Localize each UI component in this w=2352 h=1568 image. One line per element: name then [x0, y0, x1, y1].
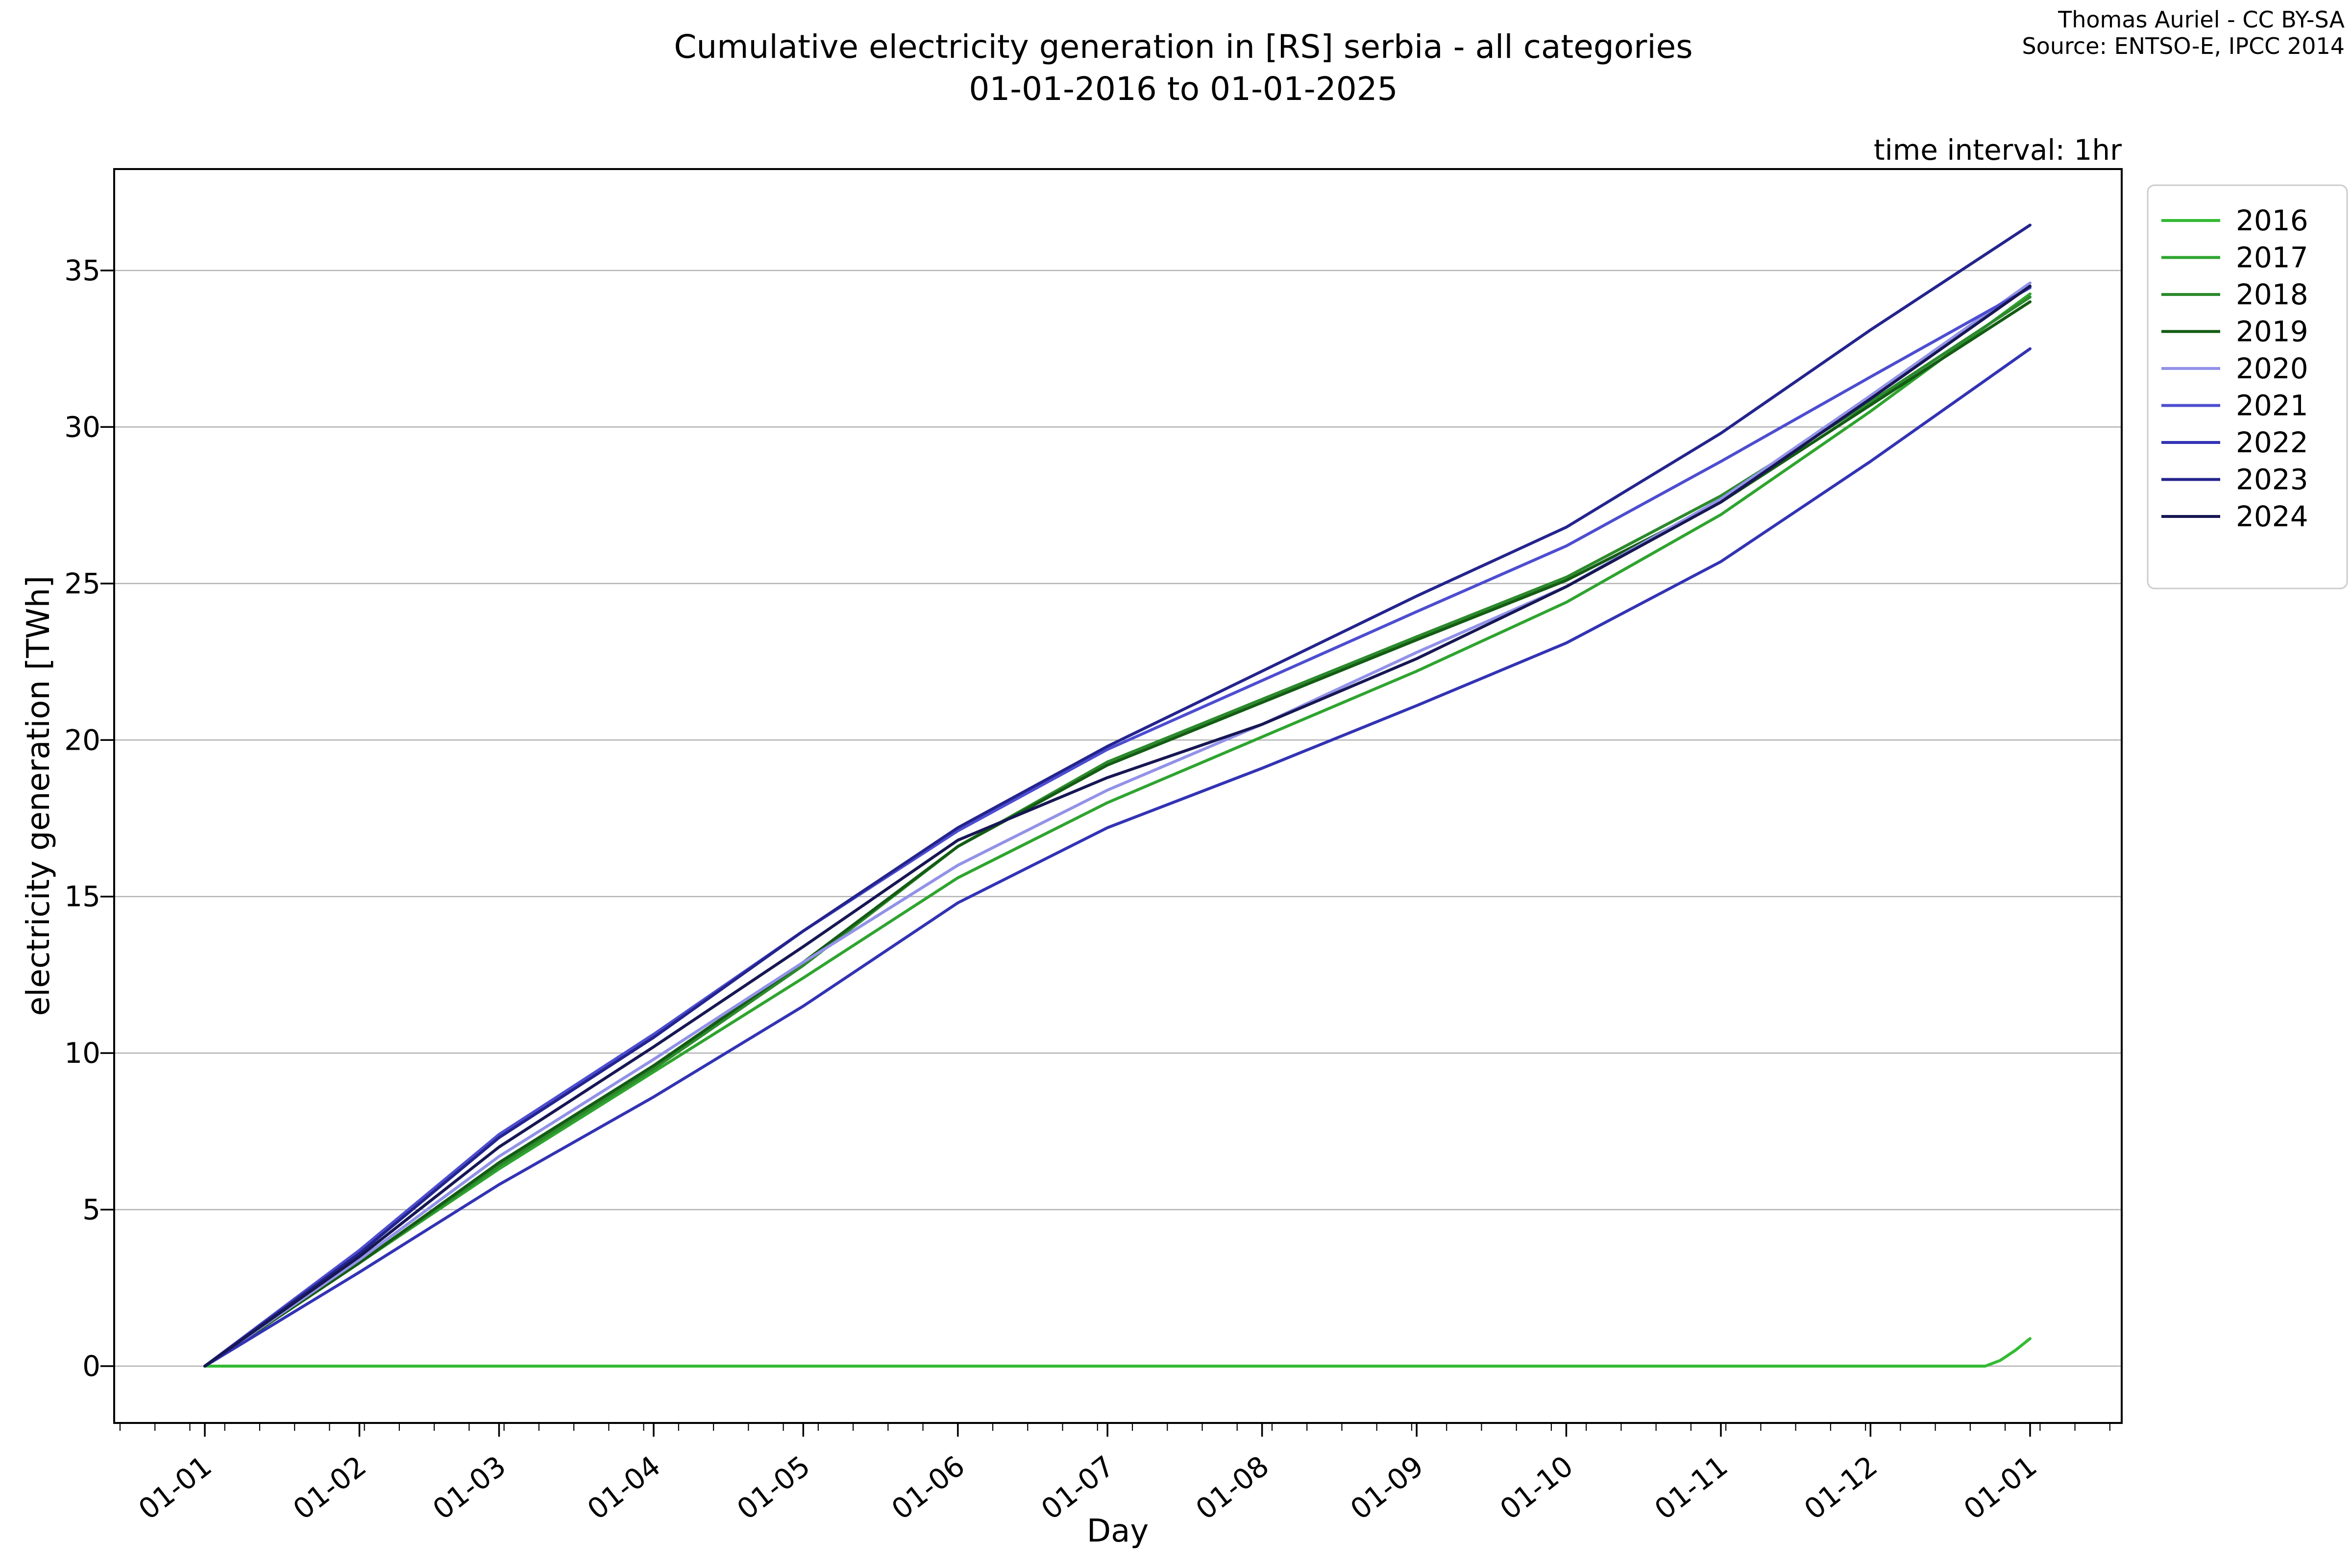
x-tick-label-11: 01-12: [1798, 1449, 1884, 1526]
legend: 2016 2017 2018 2019 2020 2021 2022 2023 2024: [2147, 184, 2348, 589]
x-tick-label-5: 01-06: [885, 1449, 971, 1526]
series-line-2024: [203, 284, 2032, 1368]
legend-label-2016: 2016: [2236, 204, 2308, 237]
legend-label-2021: 2021: [2236, 389, 2308, 422]
legend-label-2023: 2023: [2236, 463, 2308, 496]
legend-label-2024: 2024: [2236, 500, 2308, 533]
axis-ticks: [100, 270, 2110, 1437]
series-line-2020: [203, 281, 2032, 1368]
time-interval-note: time interval: 1hr: [1874, 133, 2122, 167]
y-tick-label-5: 5: [82, 1193, 100, 1226]
x-tick-label-4: 01-05: [731, 1449, 816, 1526]
attribution-line2: Source: ENTSO-E, IPCC 2014: [2022, 33, 2345, 59]
y-axis-label: electricity generation [TWh]: [21, 576, 57, 1016]
legend-label-2020: 2020: [2236, 352, 2308, 385]
plot-border: [113, 168, 2123, 1424]
series-line-2021: [203, 286, 2032, 1368]
attribution-line1: Thomas Auriel - CC BY-SA: [2058, 6, 2345, 33]
x-tick-label-2: 01-03: [426, 1449, 512, 1526]
series-line-2022: [203, 347, 2032, 1368]
y-tick-label-15: 15: [64, 880, 100, 913]
legend-label-2022: 2022: [2236, 426, 2308, 459]
x-tick-label-9: 01-10: [1494, 1449, 1579, 1526]
x-tick-label-0: 01-01: [132, 1449, 218, 1526]
x-tick-label-3: 01-04: [581, 1449, 667, 1526]
series-lines: [203, 223, 2032, 1368]
series-line-2023: [203, 223, 2032, 1368]
chart-title-line2: 01-01-2016 to 01-01-2025: [969, 70, 1397, 108]
legend-label-2018: 2018: [2236, 278, 2308, 311]
tick-labels: 0 5 10 15 20 25 30 35 01-01 01-02 01-03 01-04 01-05 0…: [64, 254, 2043, 1526]
x-axis-label: Day: [1087, 1513, 1149, 1549]
x-tick-label-10: 01-11: [1648, 1449, 1734, 1526]
y-tick-label-20: 20: [64, 723, 100, 757]
plot-frame: [113, 168, 2123, 1424]
x-tick-label-12: 01-01: [1958, 1449, 2043, 1526]
y-tick-label-25: 25: [64, 567, 100, 600]
y-tick-label-0: 0: [82, 1349, 100, 1383]
x-tick-label-7: 01-08: [1190, 1449, 1275, 1526]
series-line-2018: [203, 295, 2032, 1368]
y-tick-label-10: 10: [64, 1036, 100, 1070]
chart-title-line1: Cumulative electricity generation in [RS…: [674, 28, 1692, 66]
series-line-2016: [203, 1337, 2032, 1368]
y-tick-label-35: 35: [64, 254, 100, 287]
y-tick-label-30: 30: [64, 410, 100, 443]
series-line-2017: [203, 292, 2032, 1368]
legend-label-2017: 2017: [2236, 241, 2308, 274]
series-line-2019: [203, 300, 2032, 1368]
x-tick-label-1: 01-02: [287, 1449, 372, 1526]
legend-box: [2147, 184, 2348, 589]
x-tick-label-8: 01-09: [1344, 1449, 1430, 1526]
legend-label-2019: 2019: [2236, 315, 2308, 348]
